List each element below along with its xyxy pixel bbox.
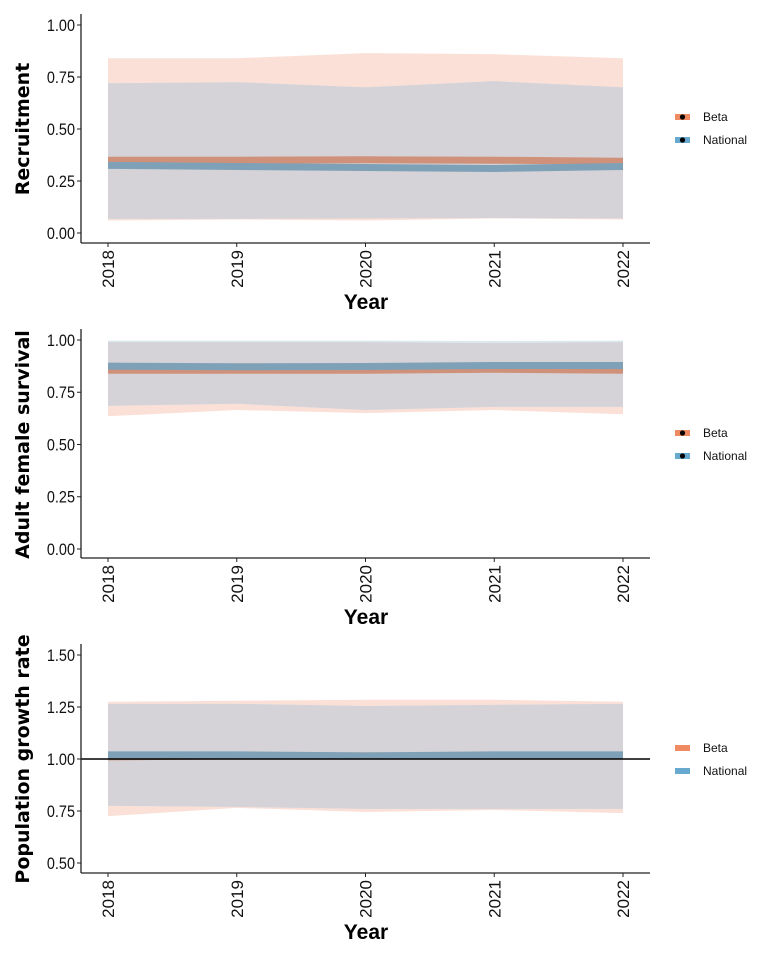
y-tick-label: 0.75 — [47, 384, 75, 402]
y-tick-label: 0.75 — [47, 69, 75, 87]
x-axis-title: Year — [344, 291, 388, 314]
legend-label-national: National — [703, 764, 747, 778]
legend-label-national: National — [703, 133, 747, 147]
x-tick-label: 2020 — [357, 565, 376, 603]
x-tick-label: 2020 — [357, 250, 376, 288]
x-tick-label: 2019 — [228, 250, 247, 288]
x-tick-label: 2018 — [99, 250, 118, 288]
legend-point-icon — [679, 430, 686, 436]
legend: Beta National — [675, 426, 747, 463]
legend: Beta National — [675, 741, 747, 778]
y-tick-label: 0.50 — [47, 855, 75, 873]
ribbon-overlap — [108, 81, 623, 219]
legend: Beta National — [675, 110, 747, 147]
x-tick-label: 2019 — [228, 565, 247, 603]
line-national — [107, 361, 623, 371]
x-tick-label: 2019 — [228, 880, 247, 918]
legend-point-icon — [679, 137, 686, 143]
line-national — [108, 751, 623, 760]
x-tick-label: 2018 — [99, 565, 118, 603]
y-tick-label: 1.50 — [47, 647, 75, 665]
x-tick-label: 2018 — [99, 880, 118, 918]
panel-population-growth-rate: 0.50 0.75 1.00 1.25 1.50 2018 2019 2020 2021 2022… — [12, 634, 747, 944]
y-tick-label: 0.50 — [47, 436, 75, 454]
x-tick-label: 2022 — [614, 880, 633, 918]
line-national — [107, 161, 624, 173]
y-tick-label: 1.00 — [47, 17, 75, 35]
line-beta — [108, 365, 624, 374]
y-axis-title: Population growth rate — [12, 634, 34, 883]
x-tick-label: 2022 — [614, 250, 633, 288]
panel-recruitment: 0.00 0.25 0.50 0.75 1.00 2018 2019 2020 2021 2022… — [12, 14, 747, 314]
legend-label-beta: Beta — [703, 110, 728, 124]
legend-label-national: National — [703, 449, 747, 463]
x-tick-label: 2020 — [357, 880, 376, 918]
panel-adult-female-survival: 0.00 0.25 0.50 0.75 1.00 2018 2019 2020 2021 2022… — [12, 329, 747, 629]
y-axis-title: Adult female survival — [12, 330, 34, 559]
y-tick-label: 0.25 — [47, 489, 75, 507]
y-tick-label: 1.00 — [47, 751, 75, 769]
legend-point-icon — [679, 453, 686, 459]
x-axis-title: Year — [344, 921, 388, 944]
legend-key-beta — [675, 745, 690, 751]
y-tick-label: 0.00 — [47, 541, 75, 559]
legend-label-beta: Beta — [703, 741, 728, 755]
ribbon-overlap — [108, 342, 623, 411]
y-tick-label: 0.75 — [47, 803, 75, 821]
y-tick-label: 0.25 — [47, 173, 75, 191]
x-tick-label: 2021 — [485, 880, 504, 918]
legend-key-national — [675, 768, 690, 774]
line-beta — [108, 156, 624, 165]
x-tick-label: 2021 — [485, 565, 504, 603]
x-tick-label: 2021 — [485, 250, 504, 288]
y-tick-label: 1.00 — [47, 332, 75, 350]
y-tick-label: 1.25 — [47, 699, 75, 717]
x-axis-title: Year — [344, 606, 388, 629]
y-tick-label: 0.00 — [47, 225, 75, 243]
x-tick-label: 2022 — [614, 565, 633, 603]
y-axis-title: Recruitment — [12, 63, 34, 196]
legend-point-icon — [679, 114, 686, 120]
legend-label-beta: Beta — [703, 426, 728, 440]
y-tick-label: 0.50 — [47, 121, 75, 139]
